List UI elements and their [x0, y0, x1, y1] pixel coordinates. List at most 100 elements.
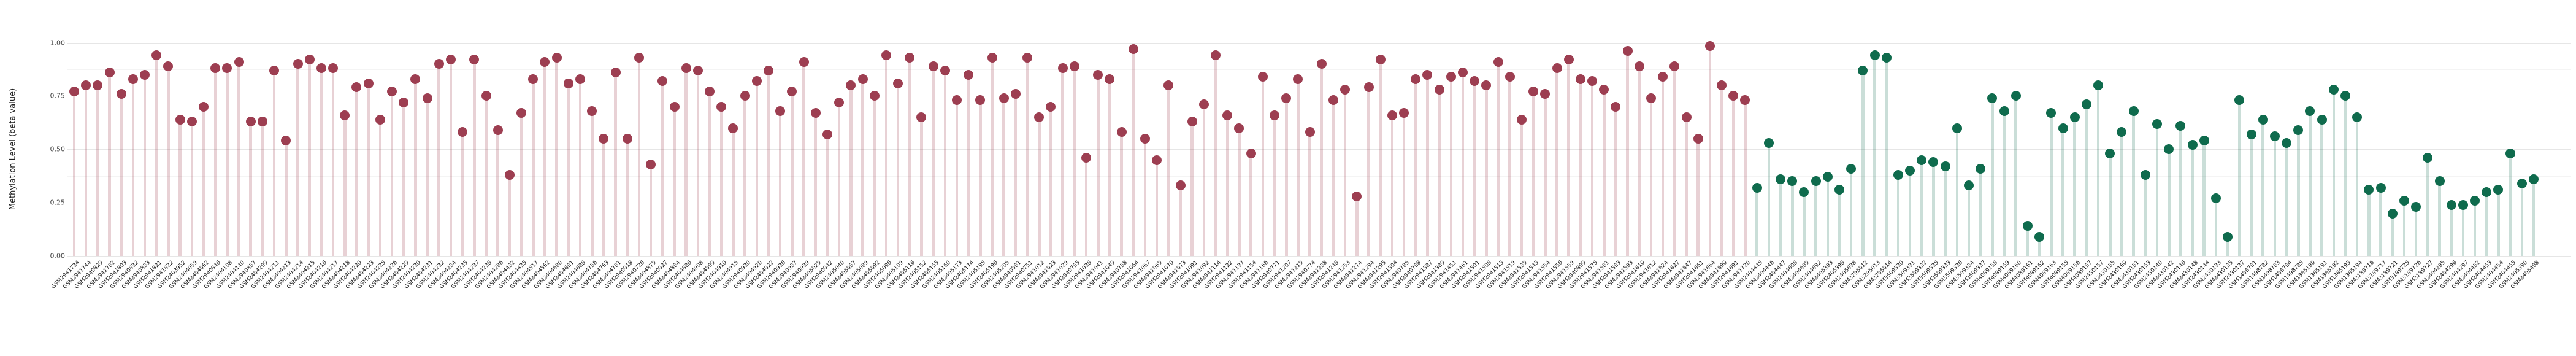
lollipop-dot	[1152, 155, 1162, 165]
lollipop-stem	[167, 66, 170, 256]
lollipop-stem	[661, 81, 664, 256]
lollipop-stem	[1190, 122, 1194, 256]
lollipop-stem	[1579, 79, 1582, 256]
lollipop-stem	[684, 68, 688, 256]
lollipop-stem	[2296, 130, 2300, 256]
lollipop-stem	[767, 70, 770, 256]
lollipop-dot	[1422, 69, 1433, 80]
lollipop-dot	[716, 101, 727, 112]
lollipop-dot	[1704, 41, 1715, 51]
lollipop-stem	[1614, 106, 1617, 256]
lollipop-stem	[1908, 171, 1912, 256]
y-tick-label: 0.75	[50, 91, 66, 100]
lollipop-dot	[869, 91, 880, 101]
lollipop-dot	[669, 101, 680, 112]
lollipop-dot	[434, 59, 444, 69]
lollipop-stem	[602, 138, 605, 256]
lollipop-stem	[1649, 98, 1653, 256]
lollipop-dot	[1528, 87, 1539, 97]
lollipop-dot	[1599, 84, 1609, 95]
lollipop-dot	[1611, 101, 1621, 112]
lollipop-stem	[2285, 142, 2288, 256]
gridline-major	[67, 256, 2571, 257]
lollipop-dot	[2081, 99, 2091, 110]
lollipop-stem	[1449, 77, 1453, 256]
lollipop-dot	[1458, 68, 1468, 78]
lollipop-dot	[1822, 172, 1833, 182]
lollipop-dot	[199, 101, 209, 112]
lollipop-dot	[81, 80, 91, 90]
lollipop-dot	[1340, 84, 1351, 95]
lollipop-stem	[614, 72, 617, 256]
lollipop-dot	[1681, 112, 1692, 123]
lollipop-stem	[1155, 160, 1159, 256]
lollipop-dot	[2317, 114, 2327, 125]
lollipop-dot	[964, 69, 974, 80]
lollipop-stem	[155, 55, 158, 256]
lollipop-dot	[2246, 129, 2256, 139]
lollipop-stem	[1626, 51, 1629, 256]
lollipop-dot	[599, 133, 609, 144]
lollipop-dot	[2164, 144, 2174, 155]
lollipop-dot	[1375, 55, 1386, 65]
lollipop-dot	[2152, 118, 2163, 129]
lollipop-stem	[2450, 204, 2453, 256]
lollipop-stem	[131, 79, 135, 256]
lollipop-stem	[1744, 100, 1747, 256]
lollipop-dot	[1093, 69, 1103, 80]
lollipop-stem	[1414, 79, 1417, 256]
y-tick-label: 0.00	[50, 252, 66, 260]
lollipop-dot	[1116, 127, 1127, 137]
lollipop-stem	[308, 60, 312, 256]
lollipop-stem	[1638, 66, 1641, 256]
lollipop-dot	[1187, 117, 1197, 127]
lollipop-stem	[2402, 200, 2406, 256]
lollipop-stem	[437, 64, 441, 256]
lollipop-stem	[2332, 89, 2336, 256]
lollipop-dot	[2482, 187, 2492, 197]
lollipop-stem	[2473, 200, 2477, 256]
lollipop-dot	[728, 123, 738, 133]
lollipop-stem	[1885, 57, 1888, 256]
lollipop-dot	[1363, 82, 1374, 93]
lollipop-stem	[272, 70, 276, 256]
lollipop-stem	[249, 122, 253, 256]
lollipop-stem	[791, 91, 794, 256]
lollipop-stem	[1826, 177, 1830, 256]
lollipop-stem	[2320, 119, 2323, 256]
lollipop-stem	[732, 128, 735, 256]
lollipop-dot	[2434, 176, 2445, 187]
lollipop-dot	[1728, 91, 1739, 101]
lollipop-stem	[1367, 87, 1370, 256]
lollipop-dot	[1905, 166, 1915, 176]
y-tick-label: 0.25	[50, 198, 66, 207]
lollipop-stem	[390, 91, 394, 256]
lollipop-dot	[587, 106, 597, 116]
lollipop-stem	[261, 122, 264, 256]
lollipop-dot	[2517, 178, 2527, 188]
lollipop-dot	[1917, 155, 1927, 165]
lollipop-dot	[2411, 202, 2421, 212]
lollipop-stem	[1143, 138, 1147, 256]
lollipop-stem	[519, 113, 523, 256]
lollipop-stem	[1590, 81, 1594, 256]
y-axis-title: Methylation Level (beta value)	[8, 88, 18, 211]
lollipop-dot	[622, 133, 632, 144]
lollipop-stem	[1991, 98, 1994, 256]
lollipop-dot	[1222, 110, 1233, 120]
lollipop-dot	[881, 50, 891, 61]
lollipop-dot	[1069, 61, 1079, 71]
lollipop-stem	[1238, 128, 1241, 256]
lollipop-dot	[928, 61, 938, 71]
lollipop-dot	[1693, 133, 1703, 144]
lollipop-dot	[1976, 163, 1986, 174]
lollipop-stem	[1849, 168, 1853, 256]
lollipop-dot	[575, 74, 586, 84]
lollipop-stem	[1073, 66, 1076, 256]
lollipop-stem	[2050, 113, 2053, 256]
lollipop-stem	[1284, 98, 1288, 256]
lollipop-stem	[2532, 179, 2536, 256]
lollipop-stem	[755, 81, 759, 256]
lollipop-dot	[1964, 180, 1974, 191]
